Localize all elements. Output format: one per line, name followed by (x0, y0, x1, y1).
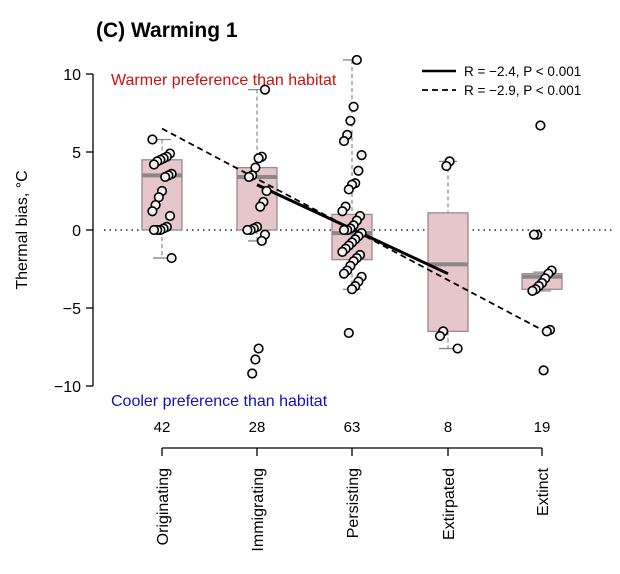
data-point (434, 330, 446, 342)
data-point (147, 206, 158, 217)
data-point (166, 252, 177, 264)
data-point (343, 327, 354, 339)
box-extirpated (427, 160, 469, 350)
data-point (247, 368, 258, 379)
data-point (261, 185, 272, 197)
data-point (337, 206, 348, 217)
data-point (148, 159, 160, 170)
category-label: Extinct (535, 467, 552, 516)
chart-title: (C) Warming 1 (96, 19, 238, 42)
points (147, 54, 557, 379)
data-point (253, 153, 264, 164)
x-axis: 42 Originating 28 Immigrating 63 Persisting 8 E… (154, 419, 552, 552)
y-tick-label: 0 (72, 223, 81, 240)
data-point (353, 165, 364, 176)
data-point (346, 284, 358, 295)
data-point (538, 365, 549, 376)
y-tick-label: −5 (63, 301, 81, 318)
legend-solid-label: R = −2.4, P < 0.001 (464, 64, 581, 79)
count-label: 42 (154, 419, 171, 436)
data-point (338, 224, 350, 236)
data-point (242, 224, 253, 236)
data-point (348, 101, 359, 112)
annotation-cooler: Cooler preference than habitat (111, 393, 328, 410)
data-point (452, 343, 463, 354)
y-axis-label: Thermal bias, °C (14, 170, 31, 289)
data-point (338, 268, 350, 279)
data-point (351, 54, 362, 66)
category-label: Persisting (345, 468, 362, 538)
count-label: 8 (444, 419, 452, 436)
category-label: Originating (155, 468, 172, 545)
y-tick-label: −10 (54, 379, 81, 396)
y-axis: −10 −5 0 5 10 (54, 67, 94, 396)
data-point (541, 326, 552, 337)
y-tick-label: 5 (72, 145, 81, 162)
count-label: 28 (249, 419, 266, 436)
data-point (250, 354, 261, 365)
data-point (338, 135, 350, 147)
annotation-warmer: Warmer preference than habitat (111, 72, 337, 89)
data-point (164, 210, 176, 222)
data-point (148, 224, 160, 236)
data-point (160, 171, 171, 183)
legend-dashed-label: R = −2.9, P < 0.001 (464, 83, 581, 98)
data-point (253, 343, 264, 354)
data-point (356, 150, 367, 161)
y-tick-label: 10 (63, 67, 81, 84)
data-point (255, 201, 266, 212)
count-label: 63 (344, 419, 361, 436)
data-point (527, 285, 538, 296)
data-point (147, 134, 158, 145)
data-point (345, 115, 356, 126)
data-point (535, 120, 546, 131)
data-point (256, 235, 267, 247)
data-point (243, 171, 255, 183)
data-point (441, 160, 452, 172)
legend: R = −2.4, P < 0.001 R = −2.9, P < 0.001 (422, 64, 581, 98)
data-point (528, 229, 540, 240)
category-label: Extirpated (441, 468, 458, 540)
data-point (343, 184, 354, 195)
data-point (259, 84, 271, 95)
count-label: 19 (534, 419, 551, 436)
box-persisting (331, 59, 373, 290)
category-label: Immigrating (250, 468, 267, 552)
data-point (337, 246, 348, 257)
boxes (141, 59, 563, 350)
